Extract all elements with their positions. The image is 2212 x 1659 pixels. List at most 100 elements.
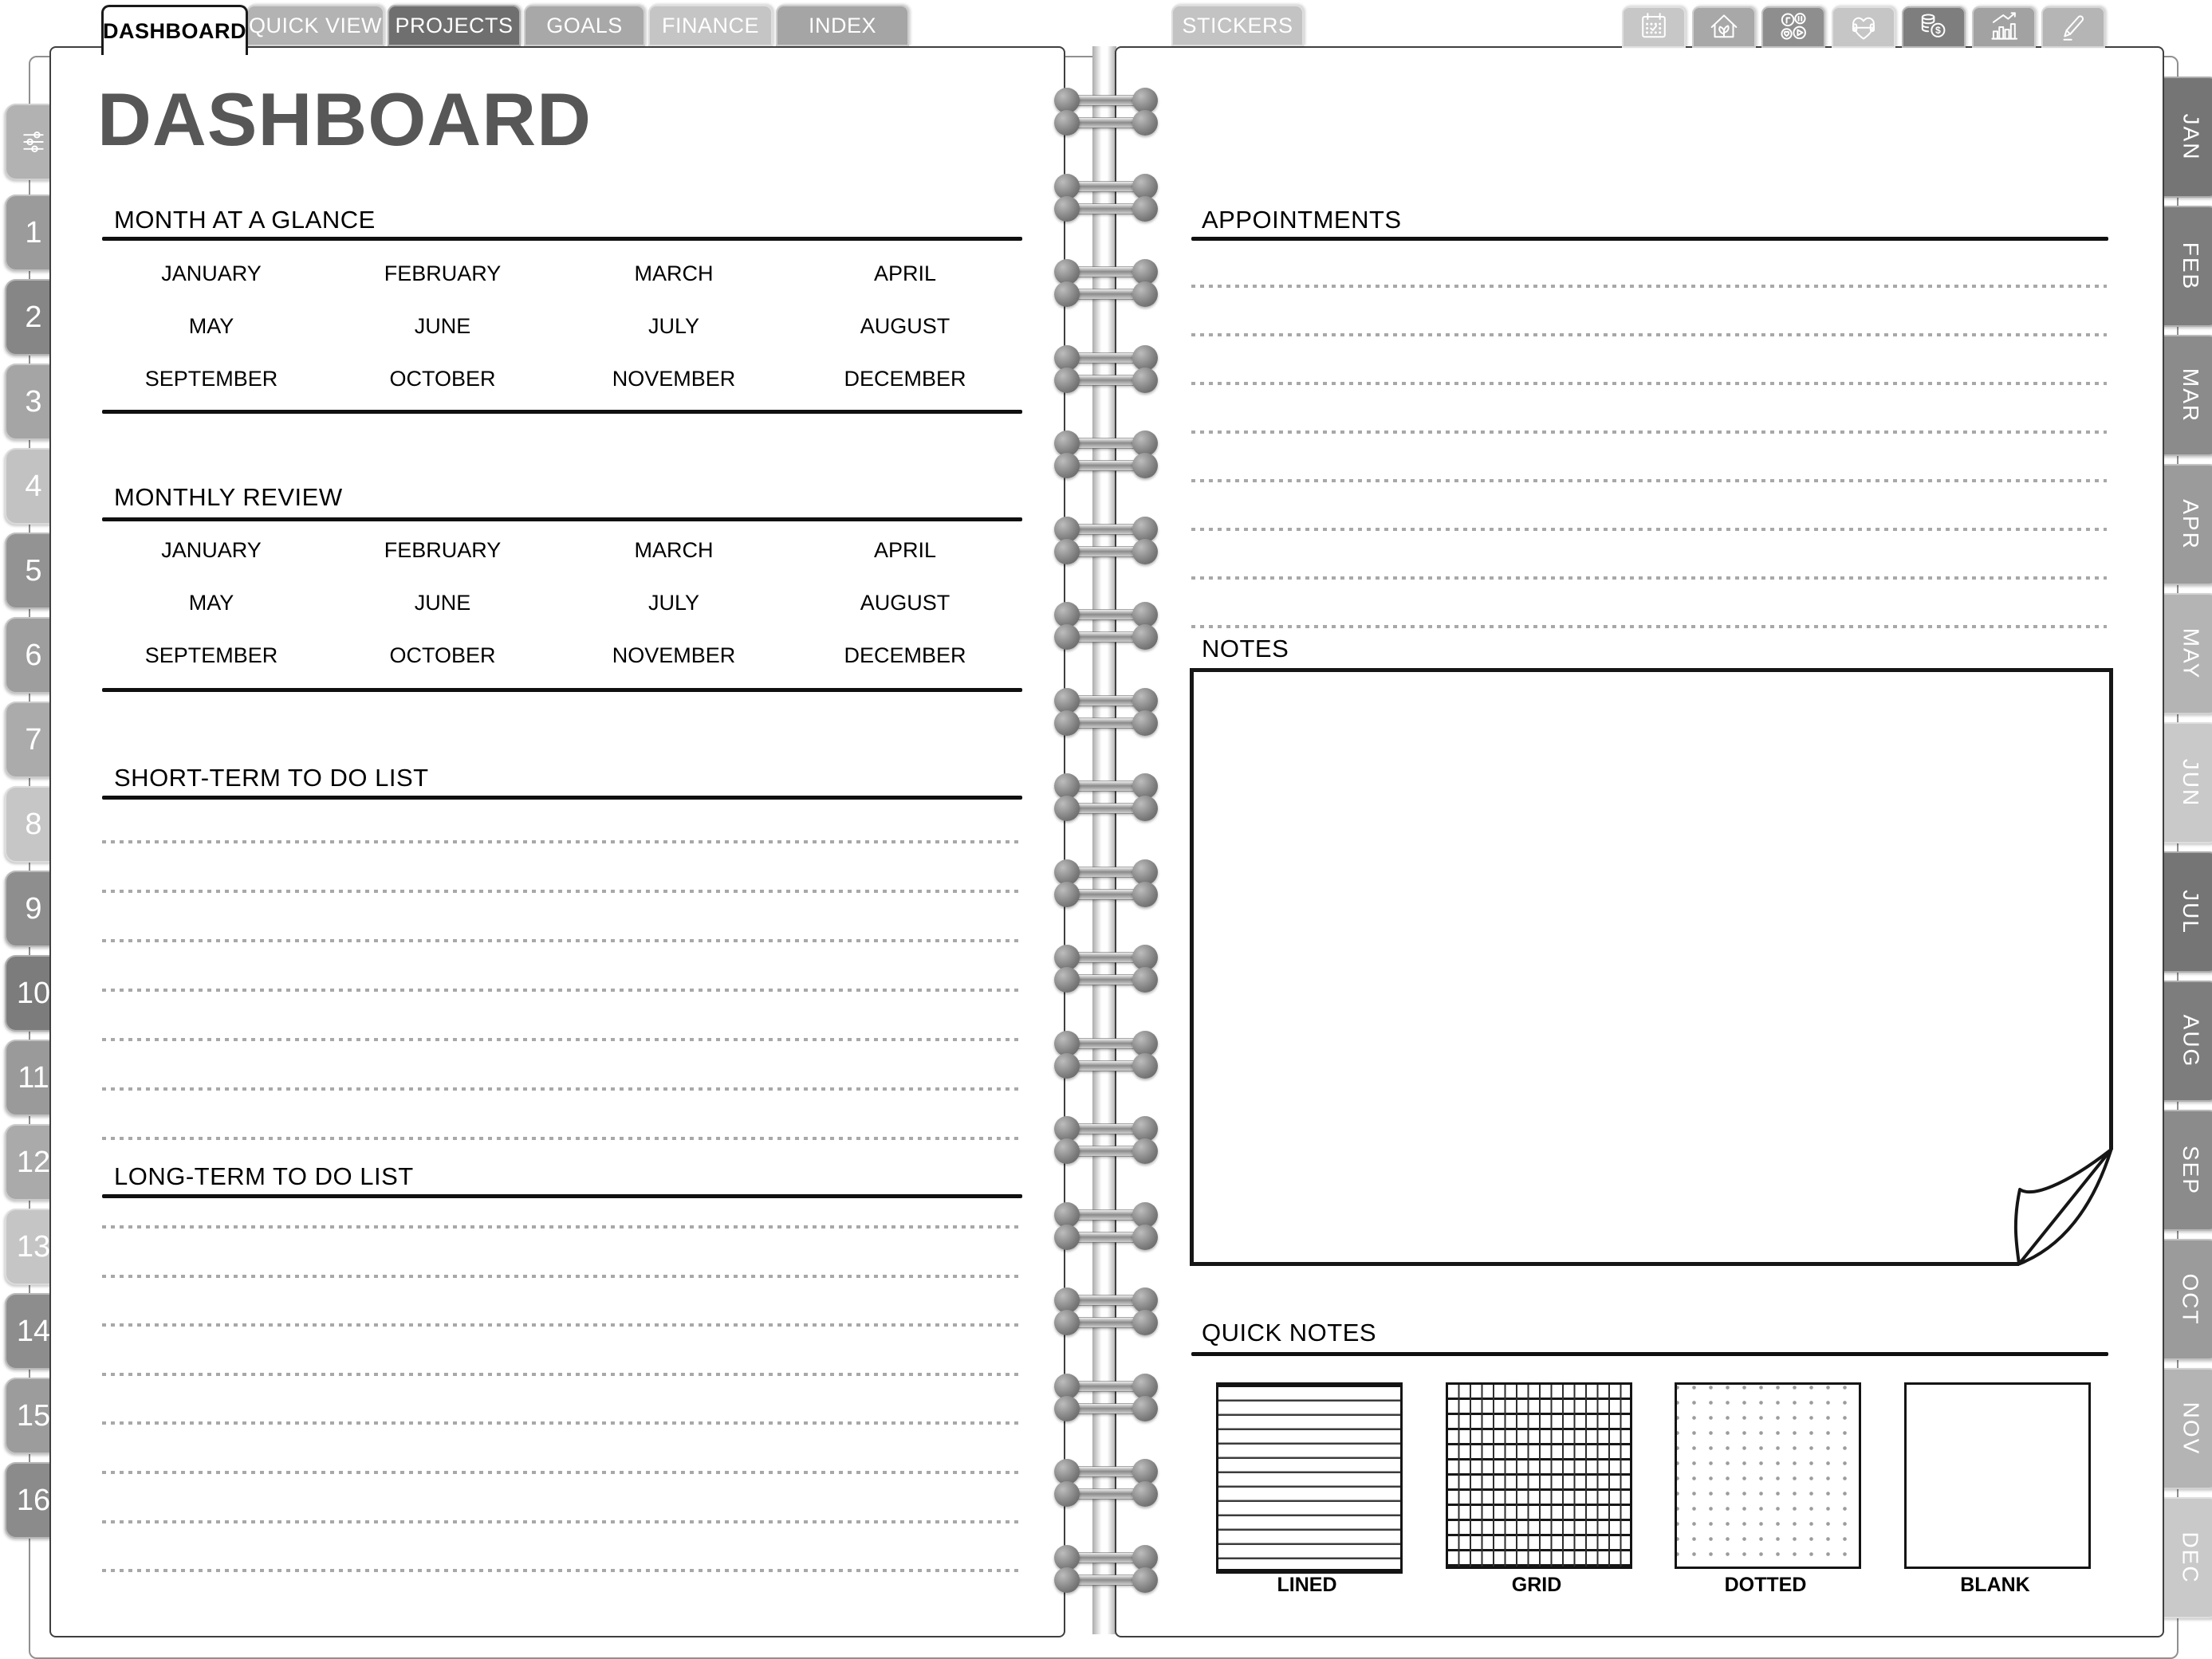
ring-knob [1054, 1395, 1080, 1421]
month-link-december[interactable]: DECEMBER [844, 367, 966, 391]
ring-bar [1065, 1403, 1147, 1413]
writing-line [1191, 576, 2107, 580]
section-rule [102, 517, 1022, 521]
spiral-spine [1092, 46, 1116, 1634]
tab-stickers[interactable]: STICKERS [1171, 5, 1304, 46]
month-link-december[interactable]: DECEMBER [844, 643, 966, 667]
tab-goals[interactable]: GOALS [524, 5, 645, 46]
month-link-july[interactable]: JULY [647, 591, 700, 615]
ring-bar [1065, 203, 1147, 214]
tab-projects[interactable]: PROJECTS [388, 5, 521, 46]
binding-ring [1054, 1052, 1158, 1079]
ring-knob [1132, 1201, 1158, 1228]
month-link-august[interactable]: AUGUST [860, 591, 951, 615]
month-link-june[interactable]: JUNE [414, 314, 471, 338]
binding-ring [1054, 367, 1158, 393]
ring-knob [1132, 516, 1158, 542]
month-link-may[interactable]: MAY [188, 591, 234, 615]
ring-knob [1054, 1459, 1080, 1484]
month-tab-label: JAN [2179, 113, 2203, 161]
ring-knob [1132, 1138, 1158, 1164]
section-rule [102, 237, 1022, 241]
month-link-april[interactable]: APRIL [873, 538, 937, 562]
ring-knob [1054, 430, 1080, 456]
writing-line [102, 939, 1022, 942]
tab-pen[interactable] [2041, 6, 2105, 48]
ring-knob [1132, 967, 1158, 993]
writing-line [102, 989, 1022, 992]
month-tab-label: JUN [2178, 758, 2203, 808]
binding-ring [1054, 344, 1158, 371]
tab-calendar[interactable] [1622, 6, 1686, 48]
writing-line [102, 890, 1022, 893]
quick-note-style-lined[interactable] [1216, 1382, 1403, 1574]
writing-line [102, 1373, 1022, 1376]
ring-bar [1065, 1318, 1147, 1327]
ring-bar [1065, 461, 1147, 470]
tab-index[interactable]: INDEX [776, 5, 909, 46]
quick-note-style-grid[interactable] [1446, 1382, 1632, 1569]
ring-bar [1065, 1489, 1147, 1499]
binding-ring [1054, 1030, 1158, 1056]
month-link-september[interactable]: SEPTEMBER [144, 367, 278, 391]
writing-line [102, 1137, 1022, 1140]
month-tab-label: APR [2178, 499, 2203, 550]
month-link-september[interactable]: SEPTEMBER [144, 643, 278, 667]
ring-knob [1132, 1287, 1158, 1313]
tab-finance[interactable]: FINANCE [648, 5, 773, 46]
ring-knob [1054, 88, 1080, 113]
tab-stats[interactable] [1972, 6, 2036, 48]
ring-knob [1054, 110, 1080, 136]
month-link-june[interactable]: JUNE [414, 591, 471, 615]
page-curl [2013, 1148, 2113, 1266]
ring-bar [1065, 1552, 1147, 1563]
tab-finance[interactable]: $ [1902, 6, 1966, 48]
month-link-october[interactable]: OCTOBER [389, 367, 496, 391]
section-title-monthly-review: MONTHLY REVIEW [114, 483, 343, 511]
ring-knob [1132, 110, 1158, 136]
binding-ring [1054, 1287, 1158, 1313]
month-tab-label: MAR [2178, 368, 2203, 423]
month-link-january[interactable]: JANUARY [161, 538, 262, 562]
quick-note-style-dotted[interactable] [1675, 1382, 1861, 1569]
writing-line [1191, 479, 2107, 482]
ring-knob [1054, 796, 1080, 821]
quick-note-style-blank[interactable] [1904, 1382, 2091, 1569]
ring-bar [1065, 1124, 1147, 1134]
ring-bar [1065, 181, 1147, 191]
month-link-november[interactable]: NOVEMBER [612, 643, 736, 667]
month-link-january[interactable]: JANUARY [161, 261, 262, 285]
month-link-february[interactable]: FEBRUARY [384, 538, 502, 562]
month-link-april[interactable]: APRIL [873, 261, 937, 285]
tab-fitness[interactable] [1832, 6, 1895, 48]
tab-home[interactable] [1692, 6, 1756, 48]
binding-ring [1054, 1201, 1158, 1228]
month-link-may[interactable]: MAY [188, 314, 234, 338]
binding-ring [1054, 281, 1158, 307]
month-link-march[interactable]: MARCH [634, 261, 714, 285]
ring-knob [1054, 1544, 1080, 1571]
binding-ring [1054, 710, 1158, 736]
binding-ring [1054, 1481, 1158, 1507]
writing-line [102, 1323, 1022, 1327]
month-link-july[interactable]: JULY [647, 314, 700, 338]
tab-hobbies[interactable] [1761, 6, 1825, 48]
tab-dashboard[interactable]: DASHBOARD [101, 5, 248, 55]
ring-knob [1054, 1567, 1080, 1593]
month-link-february[interactable]: FEBRUARY [384, 261, 502, 285]
binding-ring [1054, 1116, 1158, 1142]
ring-bar [1065, 610, 1147, 619]
notes-box[interactable] [1188, 666, 2116, 1269]
tab-quick-view[interactable]: QUICK VIEW [246, 5, 384, 46]
month-link-october[interactable]: OCTOBER [389, 643, 496, 667]
month-link-november[interactable]: NOVEMBER [612, 367, 736, 391]
ring-knob [1054, 945, 1080, 970]
ring-knob [1132, 1567, 1158, 1593]
binding-ring [1054, 1224, 1158, 1250]
month-link-august[interactable]: AUGUST [860, 314, 951, 338]
binding-ring [1054, 1544, 1158, 1571]
ring-bar [1065, 804, 1147, 813]
ring-knob [1054, 710, 1080, 736]
month-link-march[interactable]: MARCH [634, 538, 714, 562]
ring-knob [1132, 945, 1158, 970]
